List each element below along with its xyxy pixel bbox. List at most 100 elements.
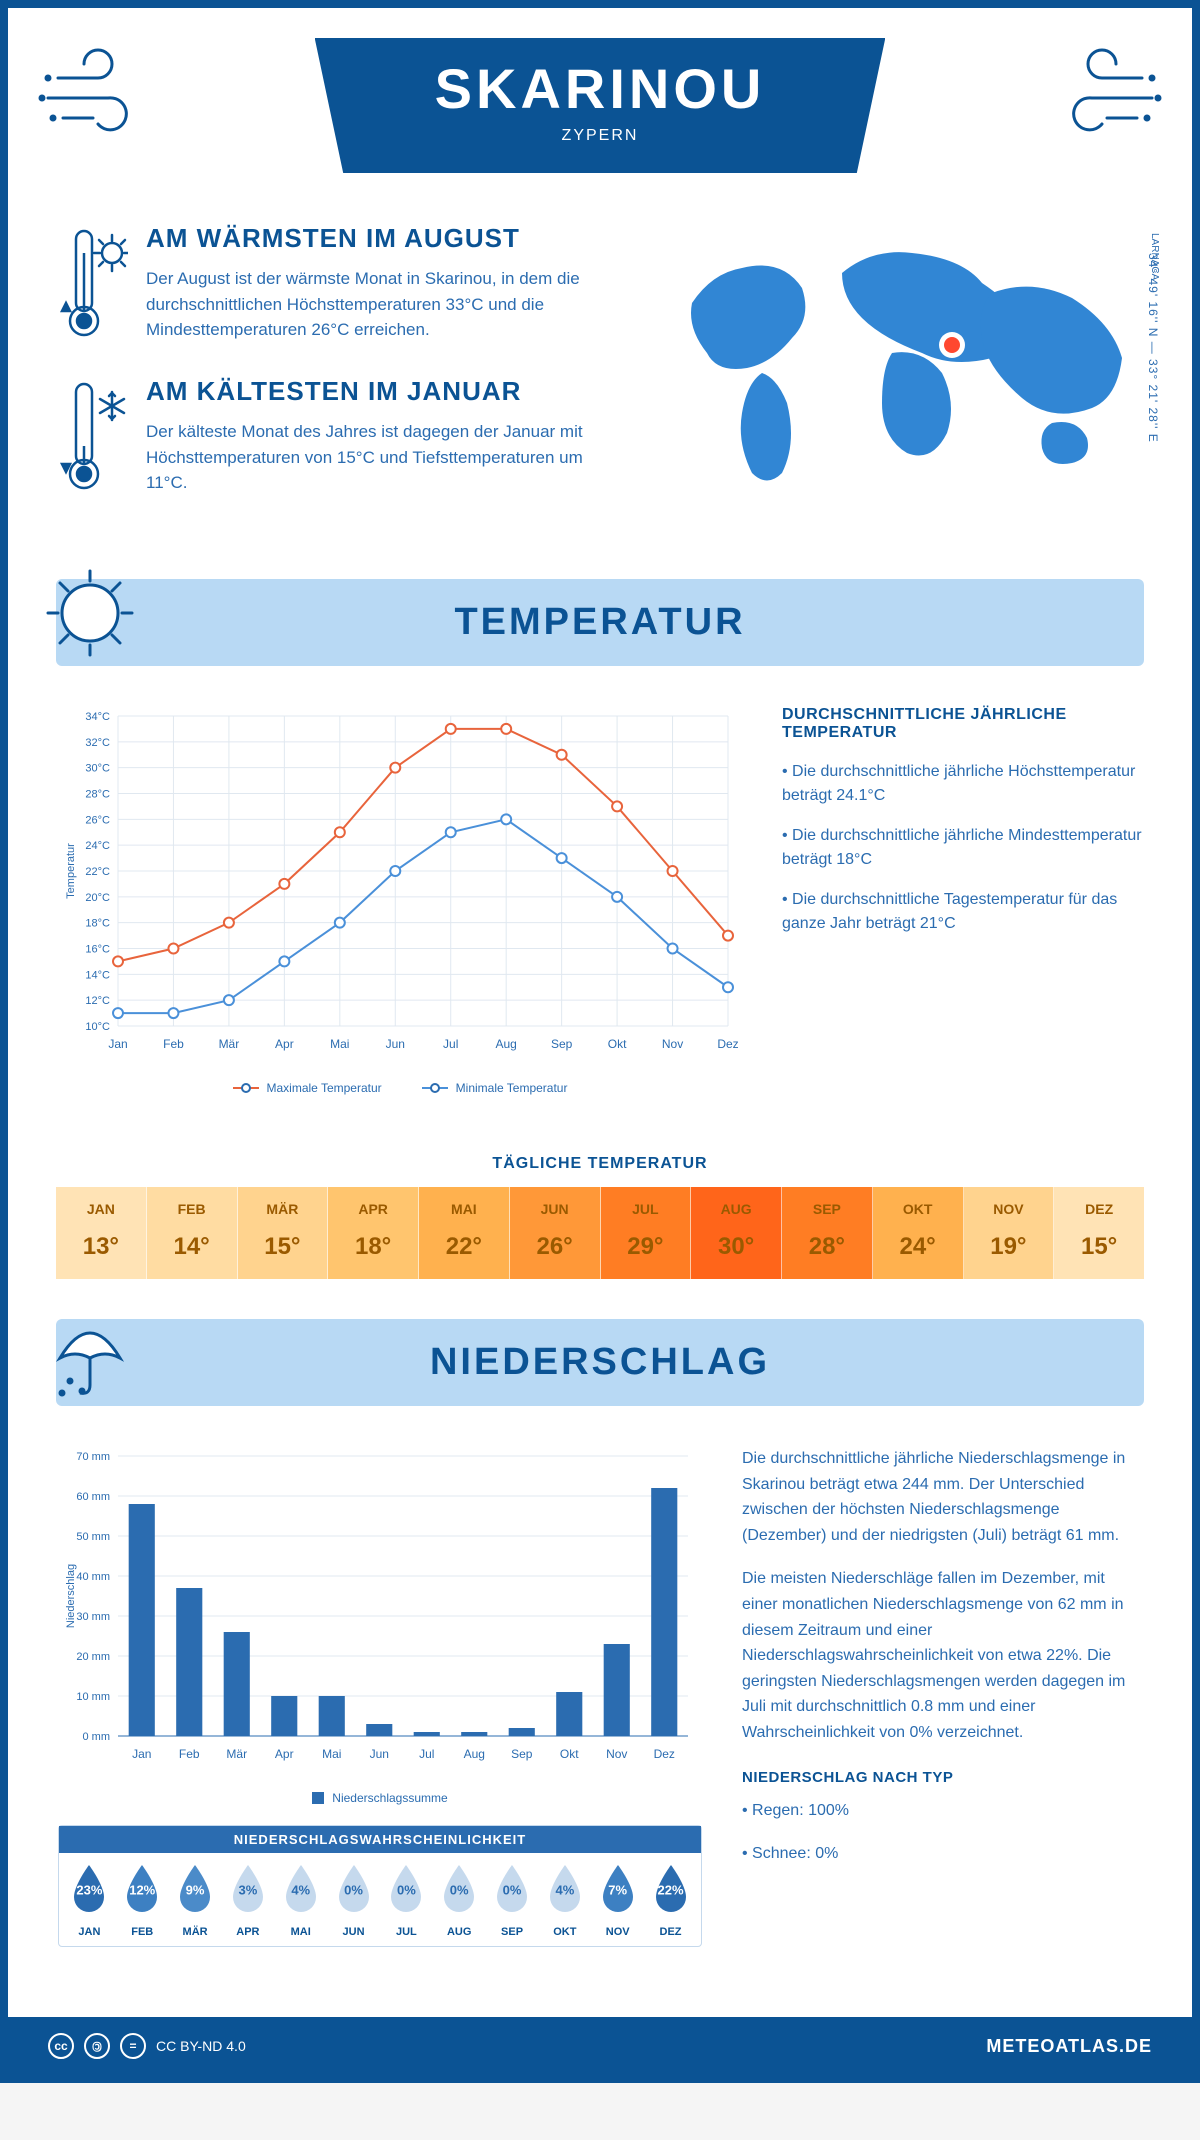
daily-temp-cell: APR18°: [328, 1187, 419, 1279]
temperature-chart: 10°C12°C14°C16°C18°C20°C22°C24°C26°C28°C…: [58, 706, 742, 1095]
svg-text:Mär: Mär: [226, 1747, 247, 1761]
coldest-title: AM KÄLTESTEN IM JANUAR: [146, 376, 622, 407]
svg-text:16°C: 16°C: [85, 944, 110, 956]
svg-text:60 mm: 60 mm: [76, 1491, 110, 1503]
svg-text:12°C: 12°C: [85, 995, 110, 1007]
svg-text:24°C: 24°C: [85, 840, 110, 852]
coldest-text: Der kälteste Monat des Jahres ist dagege…: [146, 419, 622, 496]
svg-text:Mai: Mai: [330, 1037, 349, 1051]
prob-cell: 3%APR: [221, 1861, 274, 1938]
svg-text:Jul: Jul: [443, 1037, 458, 1051]
footer: cc 🄯 = CC BY-ND 4.0 METEOATLAS.DE: [8, 2017, 1192, 2075]
thermometer-hot-icon: [58, 223, 128, 348]
svg-text:Feb: Feb: [163, 1037, 184, 1051]
svg-text:70 mm: 70 mm: [76, 1451, 110, 1463]
svg-text:40 mm: 40 mm: [76, 1571, 110, 1583]
precip-text-1: Die durchschnittliche jährliche Niedersc…: [742, 1446, 1142, 1548]
prob-cell: 0%SEP: [486, 1861, 539, 1938]
svg-text:Nov: Nov: [662, 1037, 683, 1051]
svg-text:Aug: Aug: [496, 1037, 517, 1051]
nd-icon: =: [120, 2033, 146, 2059]
prob-cell: 23%JAN: [63, 1861, 116, 1938]
svg-text:34°C: 34°C: [85, 711, 110, 723]
svg-text:Nov: Nov: [606, 1747, 627, 1761]
precip-text-2: Die meisten Niederschläge fallen im Deze…: [742, 1566, 1142, 1745]
legend-min: Minimale Temperatur: [456, 1081, 568, 1095]
daily-temp-cell: SEP28°: [782, 1187, 873, 1279]
svg-text:30 mm: 30 mm: [76, 1611, 110, 1623]
svg-text:14°C: 14°C: [85, 969, 110, 981]
precipitation-section-header: NIEDERSCHLAG: [56, 1319, 1144, 1406]
svg-text:0 mm: 0 mm: [83, 1731, 111, 1743]
svg-text:Niederschlag: Niederschlag: [65, 1564, 77, 1628]
info-row: AM WÄRMSTEN IM AUGUST Der August ist der…: [8, 193, 1192, 559]
title-banner: SKARINOU ZYPERN: [315, 38, 886, 173]
svg-text:28°C: 28°C: [85, 789, 110, 801]
svg-text:32°C: 32°C: [85, 737, 110, 749]
precipitation-title: NIEDERSCHLAG: [56, 1341, 1144, 1384]
location-subtitle: ZYPERN: [435, 127, 766, 145]
prob-title: NIEDERSCHLAGSWAHRSCHEINLICHKEIT: [59, 1826, 701, 1853]
svg-text:Apr: Apr: [275, 1747, 294, 1761]
svg-text:Dez: Dez: [654, 1747, 675, 1761]
svg-text:18°C: 18°C: [85, 918, 110, 930]
temperature-legend: Maximale Temperatur Minimale Temperatur: [58, 1081, 742, 1095]
daily-temp-cell: JAN13°: [56, 1187, 147, 1279]
svg-text:Temperatur: Temperatur: [65, 843, 77, 899]
prob-cell: 0%JUL: [380, 1861, 433, 1938]
svg-text:20 mm: 20 mm: [76, 1651, 110, 1663]
temperature-section-header: TEMPERATUR: [56, 579, 1144, 666]
temperature-title: TEMPERATUR: [56, 601, 1144, 644]
sun-icon: [40, 563, 140, 668]
svg-text:30°C: 30°C: [85, 763, 110, 775]
svg-text:Dez: Dez: [717, 1037, 738, 1051]
license-text: CC BY-ND 4.0: [156, 2038, 246, 2054]
svg-text:Jun: Jun: [370, 1747, 389, 1761]
svg-text:Jun: Jun: [386, 1037, 405, 1051]
svg-text:Okt: Okt: [560, 1747, 579, 1761]
svg-text:20°C: 20°C: [85, 892, 110, 904]
daily-temp-cell: DEZ15°: [1054, 1187, 1144, 1279]
avg-temp-point: • Die durchschnittliche jährliche Höchst…: [782, 760, 1142, 808]
warmest-text: Der August ist der wärmste Monat in Skar…: [146, 266, 622, 343]
svg-text:Aug: Aug: [464, 1747, 485, 1761]
temperature-sidebar: DURCHSCHNITTLICHE JÄHRLICHE TEMPERATUR •…: [782, 706, 1142, 1095]
prob-cell: 0%JUN: [327, 1861, 380, 1938]
wind-icon-left: [38, 48, 148, 143]
umbrella-icon: [40, 1303, 140, 1408]
svg-text:Jul: Jul: [419, 1747, 434, 1761]
warmest-block: AM WÄRMSTEN IM AUGUST Der August ist der…: [58, 223, 622, 348]
prob-cell: 4%MAI: [274, 1861, 327, 1938]
avg-temp-point: • Die durchschnittliche jährliche Mindes…: [782, 824, 1142, 872]
header: SKARINOU ZYPERN: [8, 8, 1192, 193]
svg-text:26°C: 26°C: [85, 814, 110, 826]
daily-temp-cell: JUN26°: [510, 1187, 601, 1279]
daily-temp-cell: NOV19°: [964, 1187, 1055, 1279]
avg-temp-point: • Die durchschnittliche Tagestemperatur …: [782, 888, 1142, 936]
precipitation-probability-box: NIEDERSCHLAGSWAHRSCHEINLICHKEIT 23%JAN12…: [58, 1825, 702, 1947]
prob-cell: 4%OKT: [538, 1861, 591, 1938]
svg-text:Jan: Jan: [108, 1037, 127, 1051]
page: SKARINOU ZYPERN AM WÄRMSTEN IM AUGUST De…: [0, 0, 1200, 2083]
location-title: SKARINOU: [435, 56, 766, 121]
prob-cell: 0%AUG: [433, 1861, 486, 1938]
svg-text:Apr: Apr: [275, 1037, 294, 1051]
precip-type-item: • Regen: 100%: [742, 1798, 1142, 1824]
legend-max: Maximale Temperatur: [267, 1081, 382, 1095]
svg-text:Feb: Feb: [179, 1747, 200, 1761]
prob-cell: 12%FEB: [116, 1861, 169, 1938]
site-name: METEOATLAS.DE: [986, 2036, 1152, 2057]
wind-icon-right: [1052, 48, 1162, 143]
by-icon: 🄯: [84, 2033, 110, 2059]
prob-cell: 9%MÄR: [169, 1861, 222, 1938]
svg-text:Jan: Jan: [132, 1747, 151, 1761]
svg-text:50 mm: 50 mm: [76, 1531, 110, 1543]
cc-icon: cc: [48, 2033, 74, 2059]
daily-temp-cell: JUL29°: [601, 1187, 692, 1279]
svg-text:10 mm: 10 mm: [76, 1691, 110, 1703]
legend-precip: Niederschlagssumme: [332, 1791, 447, 1805]
precipitation-sidebar: Die durchschnittliche jährliche Niedersc…: [742, 1446, 1142, 1947]
daily-temp-title: TÄGLICHE TEMPERATUR: [8, 1155, 1192, 1173]
svg-text:10°C: 10°C: [85, 1021, 110, 1033]
daily-temp-cell: MÄR15°: [238, 1187, 329, 1279]
